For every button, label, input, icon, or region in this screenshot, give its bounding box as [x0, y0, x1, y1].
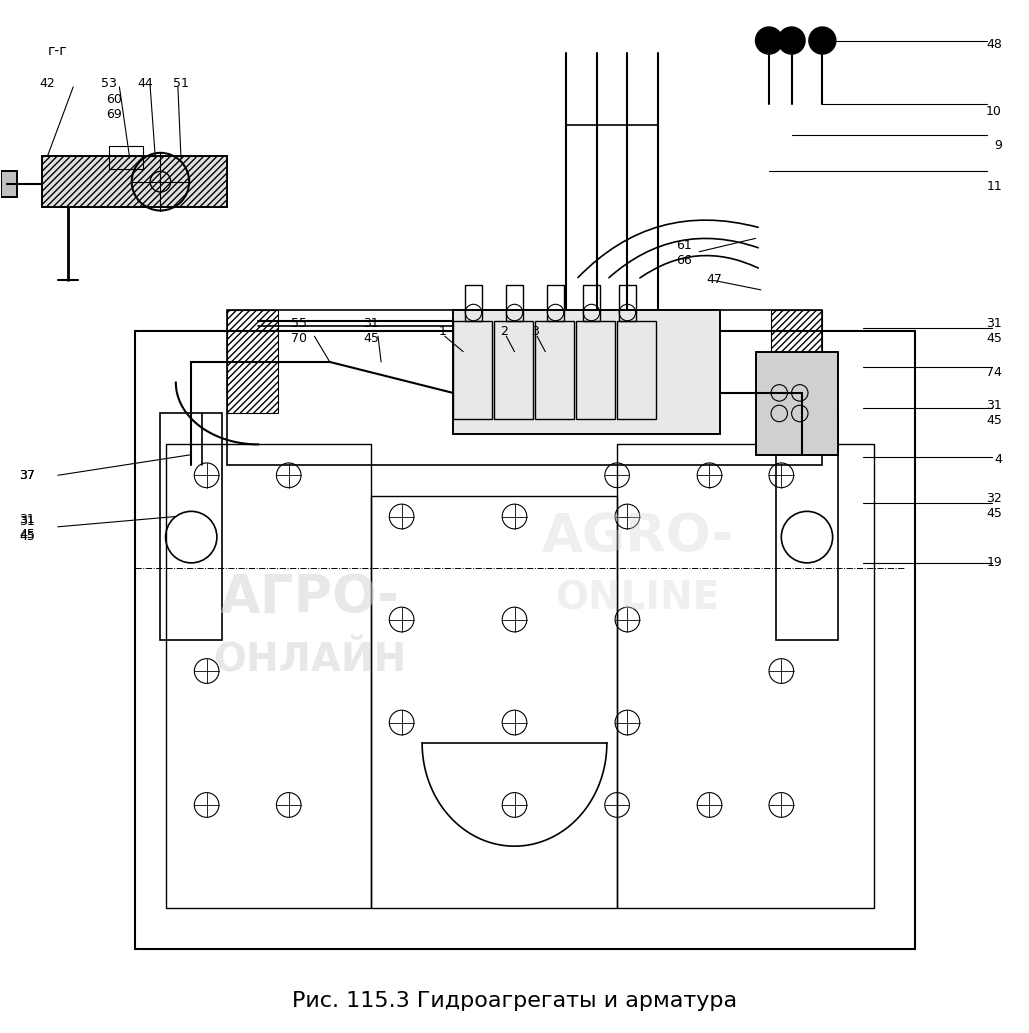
Text: г-г: г-г: [48, 43, 68, 58]
Bar: [535, 321, 574, 418]
Bar: [453, 311, 719, 434]
Text: 44: 44: [137, 77, 153, 90]
Text: ОНЛАЙН: ОНЛАЙН: [213, 641, 405, 680]
Bar: [42, 156, 227, 208]
Bar: [755, 351, 838, 455]
Text: 42: 42: [40, 77, 56, 90]
Bar: [135, 331, 915, 949]
Bar: [42, 156, 227, 208]
Text: 19: 19: [986, 557, 1002, 569]
Bar: [547, 285, 564, 321]
Text: 4: 4: [994, 453, 1002, 466]
Text: 48: 48: [986, 38, 1002, 52]
Text: 9: 9: [994, 139, 1002, 152]
Text: 31
45: 31 45: [986, 400, 1002, 428]
Circle shape: [778, 27, 805, 54]
Bar: [370, 496, 617, 908]
Bar: [161, 413, 222, 640]
Circle shape: [809, 27, 836, 54]
Text: 2: 2: [500, 324, 508, 338]
Bar: [453, 311, 719, 434]
Bar: [227, 311, 279, 413]
Bar: [755, 351, 838, 455]
Text: 10: 10: [986, 105, 1002, 118]
Text: 3: 3: [531, 324, 539, 338]
Text: ONLINE: ONLINE: [556, 580, 719, 618]
Bar: [109, 146, 143, 169]
Text: 37: 37: [20, 469, 35, 481]
Bar: [465, 285, 482, 321]
Bar: [506, 285, 523, 321]
Text: 60: 60: [106, 93, 122, 105]
Bar: [227, 311, 822, 465]
Text: 11: 11: [986, 181, 1002, 193]
Text: 51: 51: [173, 77, 189, 90]
Text: 31
45: 31 45: [986, 317, 1002, 345]
Text: 37: 37: [20, 469, 35, 481]
Text: Рис. 115.3 Гидроагрегаты и арматура: Рис. 115.3 Гидроагрегаты и арматура: [292, 991, 737, 1010]
Bar: [494, 321, 533, 418]
Text: 31
45: 31 45: [20, 514, 35, 543]
Bar: [619, 285, 636, 321]
Text: 61
66: 61 66: [676, 239, 691, 267]
Bar: [776, 413, 838, 640]
Text: 55
70: 55 70: [291, 317, 307, 345]
Bar: [576, 321, 615, 418]
Bar: [166, 444, 370, 908]
Bar: [1, 171, 16, 197]
Bar: [42, 156, 227, 208]
Text: 1: 1: [438, 324, 447, 338]
Text: 32
45: 32 45: [986, 492, 1002, 521]
Bar: [453, 321, 492, 418]
Text: 31
45: 31 45: [363, 317, 379, 345]
Text: 31
45: 31 45: [20, 512, 35, 541]
Bar: [771, 311, 822, 413]
Circle shape: [755, 27, 782, 54]
Text: АГРО-: АГРО-: [219, 573, 399, 625]
Text: 74: 74: [986, 366, 1002, 379]
Text: 53: 53: [101, 77, 117, 90]
Bar: [617, 321, 657, 418]
Text: AGRO-: AGRO-: [541, 511, 734, 563]
Bar: [583, 285, 600, 321]
Text: 47: 47: [707, 273, 722, 286]
Bar: [617, 444, 874, 908]
Text: 69: 69: [106, 108, 122, 121]
Bar: [1, 171, 16, 197]
